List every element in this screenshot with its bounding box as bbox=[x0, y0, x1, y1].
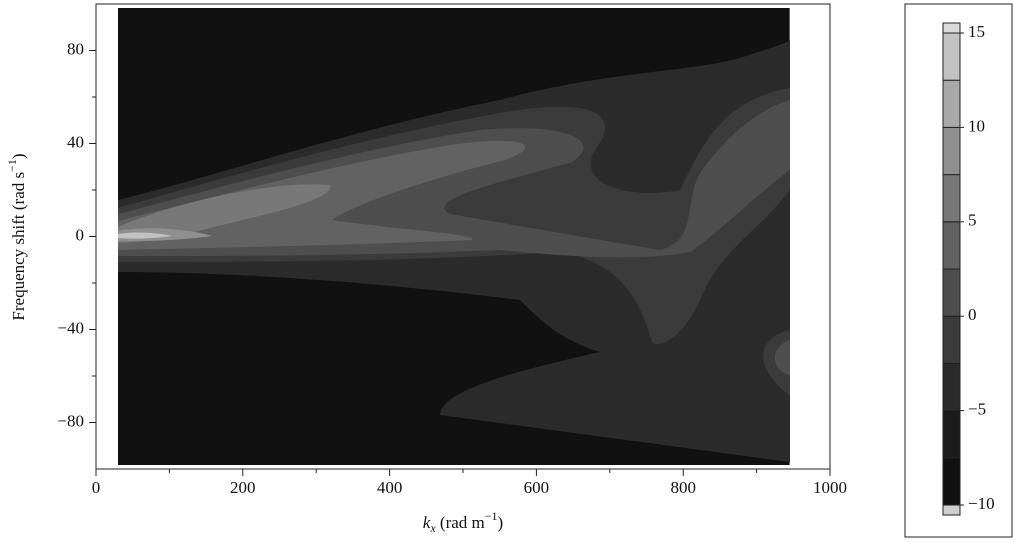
colorbar-band bbox=[942, 126, 961, 176]
y-label-sup: −1 bbox=[5, 159, 19, 172]
colorbar-band bbox=[942, 268, 961, 317]
x-tick-label: 600 bbox=[524, 478, 550, 497]
colorbar-tick-label: 5 bbox=[968, 211, 977, 230]
x-label-symbol: k bbox=[423, 513, 431, 532]
colorbar-frame bbox=[904, 3, 1013, 538]
x-tick-label: 1000 bbox=[813, 478, 847, 497]
y-label-text: Frequency shift (rad s bbox=[9, 172, 28, 321]
colorbar-band bbox=[942, 457, 961, 506]
colorbar-extend-low bbox=[942, 504, 961, 516]
x-axis-label: kx (rad m−1) bbox=[423, 509, 503, 535]
colorbar-extend-high bbox=[942, 22, 961, 34]
colorbar-band bbox=[942, 315, 961, 364]
plot-area bbox=[118, 8, 790, 465]
colorbar-band bbox=[942, 221, 961, 270]
colorbar-band bbox=[942, 32, 961, 81]
colorbar-band bbox=[942, 174, 961, 223]
colorbar-tick-label: −10 bbox=[968, 494, 995, 513]
x-tick-label: 200 bbox=[230, 478, 256, 497]
colorbar-tick-label: −5 bbox=[968, 400, 986, 419]
colorbar-tick-label: 0 bbox=[968, 305, 977, 324]
x-tick-label: 800 bbox=[670, 478, 696, 497]
colorbar-band bbox=[942, 410, 961, 459]
y-tick-label: 0 bbox=[76, 225, 85, 244]
colorbar-band bbox=[942, 362, 961, 412]
contour-region bbox=[118, 232, 172, 239]
x-label-end: ) bbox=[498, 513, 504, 532]
y-tick-label: 40 bbox=[67, 132, 84, 151]
x-tick-label: 0 bbox=[92, 478, 101, 497]
y-tick-label: −80 bbox=[57, 411, 84, 430]
x-label-sup: −1 bbox=[485, 509, 498, 523]
contour-region bbox=[774, 340, 790, 375]
y-tick-label: 80 bbox=[67, 39, 84, 58]
colorbar-band bbox=[942, 79, 961, 128]
colorbar-tick-label: 10 bbox=[968, 116, 985, 135]
x-label-sub: x bbox=[429, 521, 436, 535]
x-label-text: (rad m bbox=[436, 513, 485, 532]
y-axis-label: Frequency shift (rad s−1) bbox=[5, 153, 28, 320]
x-tick-label: 400 bbox=[377, 478, 403, 497]
contour-region bbox=[118, 184, 331, 243]
y-label-end: ) bbox=[9, 153, 28, 159]
y-tick-label: −40 bbox=[57, 318, 84, 337]
colorbar-tick-label: 15 bbox=[968, 22, 985, 41]
